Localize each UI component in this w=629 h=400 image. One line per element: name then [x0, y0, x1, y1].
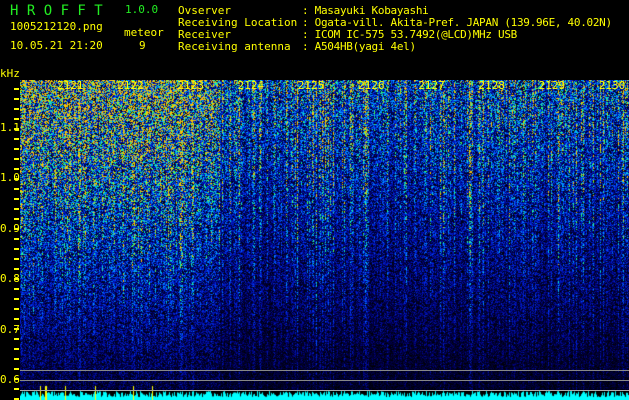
observer-value: Masayuki Kobayashi: [314, 4, 429, 17]
y-axis-tick: [14, 378, 19, 380]
reference-line: [20, 390, 629, 391]
time-label: 2128: [478, 79, 505, 92]
y-axis-tick: [14, 208, 19, 210]
info-value: : Masayuki Kobayashi: [302, 4, 429, 17]
y-axis-tick: [14, 188, 19, 190]
y-axis-label: 0.7: [0, 322, 20, 336]
y-axis-tick: [14, 118, 19, 120]
y-axis-tick: [14, 158, 19, 160]
y-axis-tick: [14, 88, 19, 90]
time-label: 2121: [57, 79, 84, 92]
reference-line: [20, 380, 629, 381]
y-axis-label: 0.8: [0, 272, 20, 286]
time-label: 2127: [418, 79, 445, 92]
y-axis-label: 1.0: [0, 171, 20, 185]
time-label: 2125: [297, 79, 325, 92]
y-axis-tick: [14, 108, 19, 110]
y-axis-tick: [14, 278, 19, 280]
datetime: 10.05.21 21:20: [10, 39, 103, 52]
spectrogram: [20, 80, 629, 400]
y-axis-tick: [14, 308, 19, 310]
app-version: 1.0.0: [125, 3, 159, 16]
y-axis-tick: [14, 178, 19, 180]
antenna-value: A504HB(yagi 4el): [314, 40, 416, 53]
reference-line: [20, 370, 629, 371]
y-axis-label: 0.9: [0, 221, 20, 235]
y-axis-tick: [14, 248, 19, 250]
y-axis-tick: [14, 128, 19, 130]
info-label: Receiver: [178, 28, 231, 41]
y-axis-tick: [14, 168, 19, 170]
y-axis-label: 0.6: [0, 373, 20, 386]
info-label: Ovserver: [178, 4, 231, 17]
y-axis-tick: [14, 318, 19, 320]
y-axis-tick: [14, 398, 19, 400]
time-label: 2124: [237, 79, 265, 92]
y-axis-tick: [14, 368, 19, 370]
time-label: 2130: [598, 79, 626, 92]
time-label: 2123: [177, 79, 204, 92]
y-axis-tick: [14, 288, 19, 290]
y-axis-tick: [14, 388, 19, 390]
y-axis-tick: [14, 268, 19, 270]
app-title: H R O F F T: [10, 3, 103, 19]
y-axis-tick: [14, 198, 19, 200]
info-value: : ICOM IC-575 53.7492(@LCD)MHz USB: [302, 28, 518, 41]
time-label: 2126: [358, 79, 385, 92]
y-axis-tick: [14, 258, 19, 260]
y-axis-tick: [14, 98, 19, 100]
y-axis-tick: [14, 358, 19, 360]
info-value: : Ogata-vill. Akita-Pref. JAPAN (139.96E…: [302, 16, 612, 29]
location-value: Ogata-vill. Akita-Pref. JAPAN (139.96E, …: [314, 16, 612, 29]
y-axis-label: 1.1: [0, 121, 20, 134]
info-label: Receiving Location: [178, 16, 298, 29]
time-label: 2129: [538, 79, 566, 92]
y-axis-tick: [14, 138, 19, 140]
meteor-count: 9: [139, 39, 146, 52]
y-axis-tick: [14, 228, 19, 230]
info-value: : A504HB(yagi 4el): [302, 40, 416, 53]
meteor-label: meteor: [124, 26, 164, 39]
y-axis-tick: [14, 148, 19, 150]
filename: 1005212120.png: [10, 20, 103, 33]
y-axis-tick: [14, 348, 19, 350]
y-axis-tick: [14, 238, 19, 240]
y-axis-tick: [14, 218, 19, 220]
y-axis-tick: [14, 298, 19, 300]
y-axis-unit: kHz: [0, 67, 20, 80]
receiver-value: ICOM IC-575 53.7492(@LCD)MHz USB: [314, 28, 518, 41]
y-axis-tick: [14, 328, 19, 330]
y-axis-tick: [14, 338, 19, 340]
info-label: Receiving antenna: [178, 40, 291, 53]
time-label: 2122: [117, 79, 144, 92]
